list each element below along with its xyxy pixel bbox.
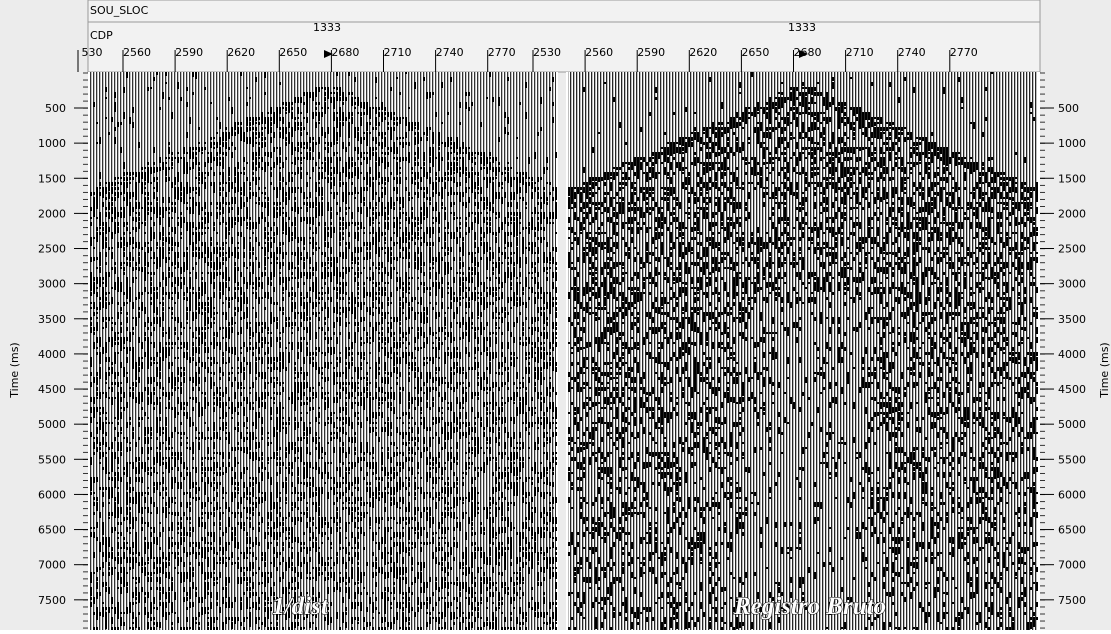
time-tick-label: 4000 [38, 348, 66, 361]
time-tick-label: 5500 [1058, 453, 1086, 466]
cdp-tick-label: 2740 [898, 46, 926, 59]
time-tick-label: 7500 [1058, 594, 1086, 607]
axis-title: Time (ms) [8, 342, 21, 398]
header-band [87, 0, 1041, 73]
cdp-tick-label: 2530 [533, 46, 561, 59]
time-tick-label: 500 [1058, 102, 1079, 115]
time-tick-label: 4500 [1058, 383, 1086, 396]
wavefield [568, 72, 1038, 634]
cdp-tick-label: 2560 [585, 46, 613, 59]
center-value: 1333 [313, 21, 341, 34]
time-tick-label: 2500 [38, 243, 66, 256]
time-tick-label: 7500 [38, 594, 66, 607]
cdp-tick-label: 2710 [384, 46, 412, 59]
center-value: 1333 [788, 21, 816, 34]
cdp-tick-label: 2650 [741, 46, 769, 59]
time-tick-label: 1500 [1058, 172, 1086, 185]
panel-label: Registro Bruto [733, 593, 886, 620]
time-tick-label: 5500 [38, 453, 66, 466]
header-label: CDP [90, 29, 113, 42]
cdp-tick-label: 2590 [175, 46, 203, 59]
cdp-tick-label: 2560 [123, 46, 151, 59]
header-label: SOU_SLOC [90, 4, 149, 17]
cdp-tick-label: 2650 [279, 46, 307, 59]
time-tick-label: 3500 [1058, 313, 1086, 326]
trace-lines [568, 72, 1038, 630]
time-tick-label: 500 [45, 102, 66, 115]
time-tick-label: 2500 [1058, 243, 1086, 256]
cdp-tick-label: 2680 [331, 46, 359, 59]
time-tick-label: 3500 [38, 313, 66, 326]
cdp-tick-label: 2620 [227, 46, 255, 59]
time-tick-label: 3000 [1058, 278, 1086, 291]
time-tick-label: 7000 [38, 559, 66, 572]
time-tick-label: 5000 [38, 418, 66, 431]
wavefield [90, 72, 557, 634]
cdp-tick-label: 2770 [950, 46, 978, 59]
cdp-tick-label: 2590 [637, 46, 665, 59]
cdp-tick-label: 2770 [488, 46, 516, 59]
cdp-tick-label: 2710 [846, 46, 874, 59]
time-tick-label: 2000 [38, 207, 66, 220]
time-tick-label: 6000 [1058, 488, 1086, 501]
cdp-tick-label: 2740 [436, 46, 464, 59]
time-tick-label: 6000 [38, 488, 66, 501]
time-tick-label: 6500 [1058, 524, 1086, 537]
center-marker [799, 50, 808, 58]
time-tick-label: 2000 [1058, 207, 1086, 220]
time-tick-label: 1000 [38, 137, 66, 150]
time-tick-label: 1000 [1058, 137, 1086, 150]
time-tick-label: 1500 [38, 172, 66, 185]
time-tick-label: 6500 [38, 524, 66, 537]
time-tick-label: 5000 [1058, 418, 1086, 431]
cdp-tick-label: 530 [82, 46, 103, 59]
time-tick-label: 4000 [1058, 348, 1086, 361]
time-tick-label: 7000 [1058, 559, 1086, 572]
time-tick-label: 4500 [38, 383, 66, 396]
center-marker [324, 50, 333, 58]
cdp-tick-label: 2680 [794, 46, 822, 59]
cdp-tick-label: 2620 [689, 46, 717, 59]
time-tick-label: 3000 [38, 278, 66, 291]
panel-label: 1/dist [272, 593, 329, 620]
axis-title: Time (ms) [1098, 342, 1111, 398]
